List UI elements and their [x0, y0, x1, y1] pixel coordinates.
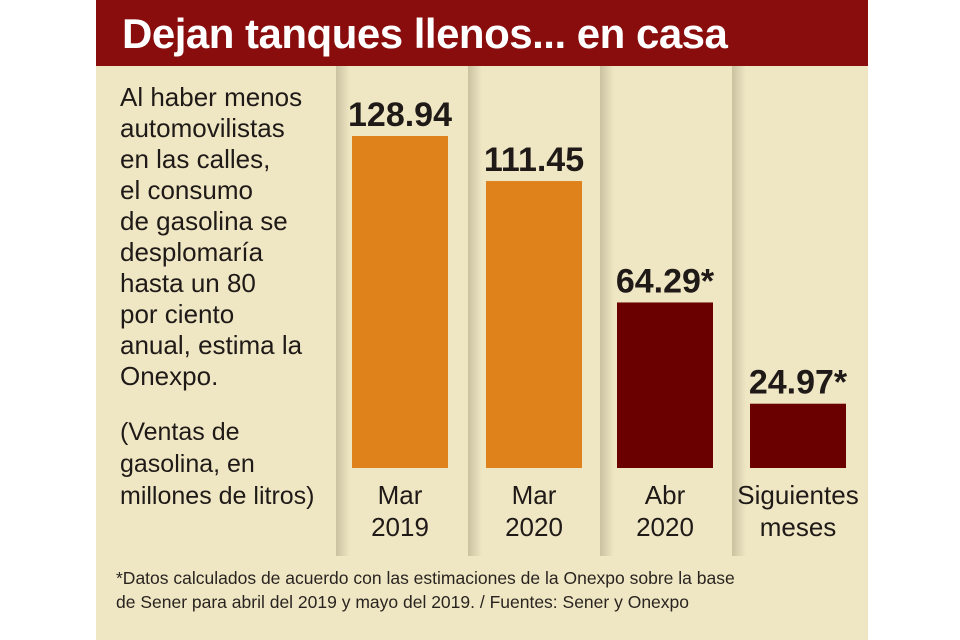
description-line: hasta un 80: [120, 268, 256, 298]
unit-note: (Ventas de gasolina, en millones de litros…: [120, 416, 350, 512]
description-text: Al haber menos automovilistas en las calle…: [120, 82, 340, 392]
unit-note-line: gasolina, en: [120, 450, 255, 478]
category-label: Abr: [645, 480, 686, 510]
category-label: Mar: [512, 480, 557, 510]
description-line: el consumo: [120, 175, 253, 205]
bar-value-label: 128.94: [348, 96, 452, 134]
description-line: desplomaría: [120, 237, 264, 267]
column-divider: [468, 66, 482, 556]
footnote-line: *Datos calculados de acuerdo con las est…: [116, 568, 735, 588]
description-line: anual, estima la: [120, 330, 303, 360]
column-divider: [600, 66, 614, 556]
description-line: Al haber menos: [120, 82, 303, 112]
category-label: meses: [760, 512, 837, 542]
category-label: 2019: [371, 512, 429, 542]
description-line: automovilistas: [120, 113, 285, 143]
column-divider: [336, 66, 350, 556]
bar-4: [750, 403, 846, 468]
bar-value-label: 111.45: [484, 141, 584, 179]
category-label: 2020: [636, 512, 694, 542]
unit-note-line: (Ventas de: [120, 418, 240, 446]
description-line: por ciento: [120, 299, 235, 329]
bar-value-label: 64.29*: [616, 262, 715, 300]
bar-3: [617, 302, 713, 468]
description-line: en las calles,: [120, 144, 271, 174]
infographic-card: Dejan tanques llenos... en casa Al haber…: [96, 0, 868, 640]
footnote-line: de Sener para abril del 2019 y mayo del …: [116, 592, 689, 612]
description-line: de gasolina se: [120, 206, 288, 236]
category-label: Mar: [378, 480, 423, 510]
footnote: *Datos calculados de acuerdo con las est…: [116, 566, 856, 614]
bar-2: [486, 181, 582, 468]
category-label: 2020: [505, 512, 563, 542]
column-divider: [732, 66, 746, 556]
unit-note-line: millones de litros): [120, 482, 315, 510]
chart-title: Dejan tanques llenos... en casa: [122, 10, 728, 57]
category-label: Siguientes: [737, 480, 858, 510]
bar-chart: 128.94Mar2019111.45Mar202064.29*Abr20202…: [348, 96, 859, 542]
description-line: Onexpo.: [120, 361, 219, 391]
bar-value-label: 24.97*: [749, 364, 848, 402]
title-bar: Dejan tanques llenos... en casa: [96, 0, 868, 66]
bar-1: [352, 136, 448, 468]
